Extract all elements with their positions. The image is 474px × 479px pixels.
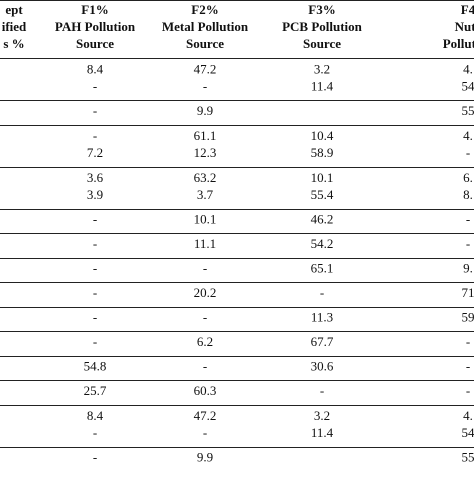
cell: - <box>93 285 97 300</box>
cell: 11.3 <box>311 310 333 325</box>
cell: - <box>93 212 97 227</box>
column-header: Source <box>186 36 224 51</box>
cell: 3.2 <box>314 61 330 76</box>
cell: 10.1 <box>311 170 334 185</box>
cell: 55.4 <box>311 187 334 202</box>
cell: - <box>93 78 97 93</box>
cell: - <box>320 383 324 398</box>
column-header: F2% <box>191 2 218 17</box>
cell: 60.3 <box>194 383 217 398</box>
cell: 3.9 <box>87 187 103 202</box>
cell: 4. <box>463 61 473 76</box>
cell: - <box>203 261 207 276</box>
column-header: F4 <box>461 2 474 17</box>
cell: 8. <box>463 187 473 202</box>
cell: - <box>203 425 207 440</box>
column-header: PAH Pollution <box>55 19 136 34</box>
cell: 25.7 <box>84 383 107 398</box>
column-header: Source <box>76 36 114 51</box>
cell: - <box>93 236 97 251</box>
cell: 46.2 <box>311 212 334 227</box>
cell: 54 <box>462 78 474 93</box>
cell: 67.7 <box>311 334 334 349</box>
cell: 7.2 <box>87 145 103 160</box>
cell: 65.1 <box>311 261 334 276</box>
column-header: Nutr <box>455 19 474 34</box>
cell: 59 <box>462 310 474 325</box>
cell: - <box>466 212 470 227</box>
cell: 9.9 <box>197 103 213 118</box>
cell: - <box>203 359 207 374</box>
cell: 4. <box>463 408 473 423</box>
column-header: ified <box>2 19 27 34</box>
column-header: Source <box>303 36 341 51</box>
cell: - <box>203 78 207 93</box>
cell: 9.9 <box>197 450 213 465</box>
cell: - <box>93 103 97 118</box>
cell: 47.2 <box>194 408 217 423</box>
cell: 54.8 <box>84 359 107 374</box>
cell: 20.2 <box>194 285 217 300</box>
cell: 4. <box>463 128 473 143</box>
cell: 10.4 <box>311 128 334 143</box>
cell: 9. <box>463 261 473 276</box>
cell: - <box>466 145 470 160</box>
cell: - <box>320 285 324 300</box>
cell: 58.9 <box>311 145 334 160</box>
cell: - <box>93 310 97 325</box>
cell: 10.1 <box>194 212 217 227</box>
cell: - <box>466 359 470 374</box>
column-header: s % <box>3 36 24 51</box>
cell: - <box>203 310 207 325</box>
cell: - <box>466 383 470 398</box>
cell: - <box>93 128 97 143</box>
cell: 8.4 <box>87 61 104 76</box>
cell: 6. <box>463 170 473 185</box>
cell: 3.6 <box>87 170 104 185</box>
cell: 11.4 <box>311 425 334 440</box>
cell: - <box>93 261 97 276</box>
column-header: Metal Pollution <box>162 19 249 34</box>
cell: 3.7 <box>197 187 214 202</box>
cell: 61.1 <box>194 128 217 143</box>
cell: - <box>93 450 97 465</box>
cell: 54 <box>462 425 474 440</box>
cell: 11.4 <box>311 78 334 93</box>
cell: - <box>466 334 470 349</box>
column-header: F3% <box>308 2 335 17</box>
column-header: F1% <box>81 2 108 17</box>
cell: 54.2 <box>311 236 334 251</box>
cell: 3.2 <box>314 408 330 423</box>
cell: 6.2 <box>197 334 213 349</box>
cell: 30.6 <box>311 359 334 374</box>
cell: 63.2 <box>194 170 217 185</box>
cell: 55 <box>462 450 474 465</box>
column-header: PCB Pollution <box>282 19 363 34</box>
cell: - <box>466 236 470 251</box>
cell: 8.4 <box>87 408 104 423</box>
cell: 12.3 <box>194 145 217 160</box>
cell: - <box>93 425 97 440</box>
cell: 47.2 <box>194 61 217 76</box>
column-header: Pollution <box>443 36 474 51</box>
cell: 55 <box>462 103 474 118</box>
cell: 71 <box>462 285 474 300</box>
cell: - <box>93 334 97 349</box>
cell: 11.1 <box>194 236 216 251</box>
column-header: ept <box>5 2 23 17</box>
